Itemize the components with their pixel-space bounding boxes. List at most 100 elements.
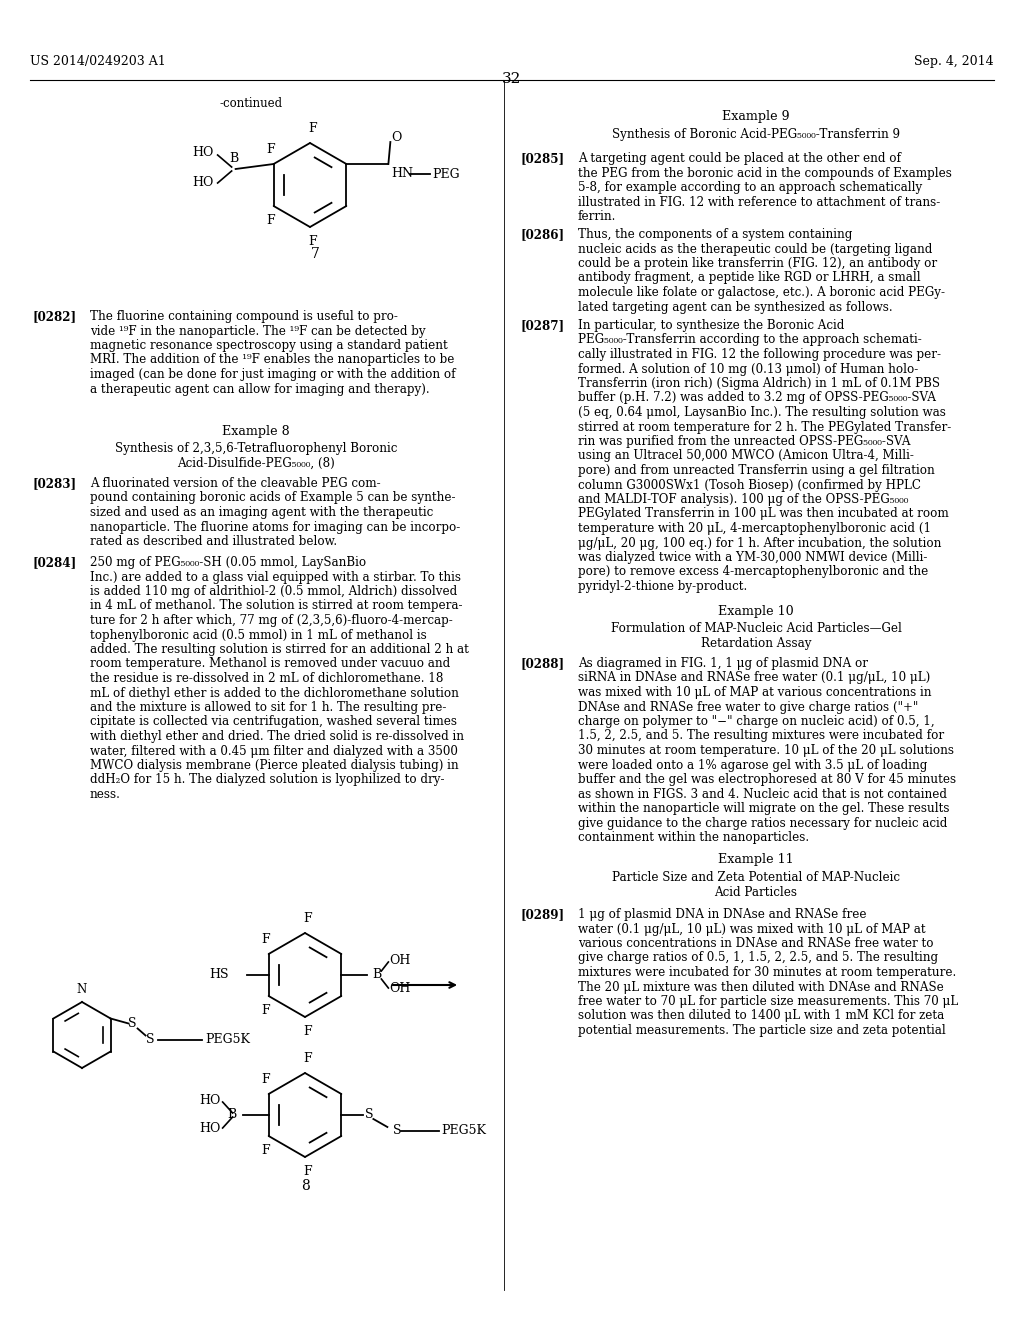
Text: F: F — [261, 1144, 270, 1158]
Text: PEG₅₀₀₀-Transferrin according to the approach schemati-: PEG₅₀₀₀-Transferrin according to the app… — [578, 334, 922, 346]
Text: F: F — [308, 235, 317, 248]
Text: F: F — [304, 912, 312, 925]
Text: containment within the nanoparticles.: containment within the nanoparticles. — [578, 832, 809, 843]
Text: [0289]: [0289] — [520, 908, 564, 921]
Text: Acid-Disulfide-PEG₅₀₀₀, (8): Acid-Disulfide-PEG₅₀₀₀, (8) — [177, 457, 335, 470]
Text: OH: OH — [389, 954, 411, 968]
Text: F: F — [308, 121, 317, 135]
Text: PEGylated Transferrin in 100 μL was then incubated at room: PEGylated Transferrin in 100 μL was then… — [578, 507, 949, 520]
Text: siRNA in DNAse and RNASe free water (0.1 μg/μL, 10 μL): siRNA in DNAse and RNASe free water (0.1… — [578, 672, 930, 685]
Text: was mixed with 10 μL of MAP at various concentrations in: was mixed with 10 μL of MAP at various c… — [578, 686, 932, 700]
Text: HN: HN — [391, 168, 414, 180]
Text: S: S — [128, 1016, 137, 1030]
Text: a therapeutic agent can allow for imaging and therapy).: a therapeutic agent can allow for imagin… — [90, 383, 430, 396]
Text: -continued: -continued — [220, 96, 283, 110]
Text: water (0.1 μg/μL, 10 μL) was mixed with 10 μL of MAP at: water (0.1 μg/μL, 10 μL) was mixed with … — [578, 923, 926, 936]
Text: 32: 32 — [503, 73, 521, 86]
Text: Sep. 4, 2014: Sep. 4, 2014 — [914, 55, 994, 69]
Text: were loaded onto a 1% agarose gel with 3.5 μL of loading: were loaded onto a 1% agarose gel with 3… — [578, 759, 928, 771]
Text: S: S — [393, 1125, 401, 1138]
Text: lated targeting agent can be synthesized as follows.: lated targeting agent can be synthesized… — [578, 301, 893, 314]
Text: tophenylboronic acid (0.5 mmol) in 1 mL of methanol is: tophenylboronic acid (0.5 mmol) in 1 mL … — [90, 628, 427, 642]
Text: As diagramed in FIG. 1, 1 μg of plasmid DNA or: As diagramed in FIG. 1, 1 μg of plasmid … — [578, 657, 868, 671]
Text: could be a protein like transferrin (FIG. 12), an antibody or: could be a protein like transferrin (FIG… — [578, 257, 937, 271]
Text: The 20 μL mixture was then diluted with DNAse and RNASe: The 20 μL mixture was then diluted with … — [578, 981, 944, 994]
Text: using an Ultracel 50,000 MWCO (Amicon Ultra-4, Milli-: using an Ultracel 50,000 MWCO (Amicon Ul… — [578, 450, 913, 462]
Text: is added 110 mg of aldrithiol-2 (0.5 mmol, Aldrich) dissolved: is added 110 mg of aldrithiol-2 (0.5 mmo… — [90, 585, 458, 598]
Text: buffer and the gel was electrophoresed at 80 V for 45 minutes: buffer and the gel was electrophoresed a… — [578, 774, 956, 785]
Text: F: F — [304, 1166, 312, 1177]
Text: room temperature. Methanol is removed under vacuuo and: room temperature. Methanol is removed un… — [90, 657, 451, 671]
Text: pyridyl-2-thione by-product.: pyridyl-2-thione by-product. — [578, 579, 748, 593]
Text: B: B — [229, 152, 239, 165]
Text: potential measurements. The particle size and zeta potential: potential measurements. The particle siz… — [578, 1024, 946, 1038]
Text: B: B — [227, 1109, 237, 1122]
Text: vide ¹⁹F in the nanoparticle. The ¹⁹F can be detected by: vide ¹⁹F in the nanoparticle. The ¹⁹F ca… — [90, 325, 426, 338]
Text: magnetic resonance spectroscopy using a standard patient: magnetic resonance spectroscopy using a … — [90, 339, 447, 352]
Text: [0282]: [0282] — [32, 310, 76, 323]
Text: formed. A solution of 10 mg (0.13 μmol) of Human holo-: formed. A solution of 10 mg (0.13 μmol) … — [578, 363, 919, 375]
Text: [0283]: [0283] — [32, 477, 76, 490]
Text: 250 mg of PEG₅₀₀₀-SH (0.05 mmol, LaySanBio: 250 mg of PEG₅₀₀₀-SH (0.05 mmol, LaySanB… — [90, 556, 367, 569]
Text: column G3000SWx1 (Tosoh Biosep) (confirmed by HPLC: column G3000SWx1 (Tosoh Biosep) (confirm… — [578, 479, 921, 491]
Text: 5-8, for example according to an approach schematically: 5-8, for example according to an approac… — [578, 181, 923, 194]
Text: give charge ratios of 0.5, 1, 1.5, 2, 2.5, and 5. The resulting: give charge ratios of 0.5, 1, 1.5, 2, 2.… — [578, 952, 938, 965]
Text: OH: OH — [389, 982, 411, 995]
Text: the residue is re-dissolved in 2 mL of dichloromethane. 18: the residue is re-dissolved in 2 mL of d… — [90, 672, 443, 685]
Text: HO: HO — [193, 177, 214, 190]
Text: O: O — [391, 131, 401, 144]
Text: 1.5, 2, 2.5, and 5. The resulting mixtures were incubated for: 1.5, 2, 2.5, and 5. The resulting mixtur… — [578, 730, 944, 742]
Text: [0286]: [0286] — [520, 228, 564, 242]
Text: molecule like folate or galactose, etc.). A boronic acid PEGy-: molecule like folate or galactose, etc.)… — [578, 286, 945, 300]
Text: mixtures were incubated for 30 minutes at room temperature.: mixtures were incubated for 30 minutes a… — [578, 966, 956, 979]
Text: (5 eq, 0.64 μmol, LaysanBio Inc.). The resulting solution was: (5 eq, 0.64 μmol, LaysanBio Inc.). The r… — [578, 407, 946, 418]
Text: as shown in FIGS. 3 and 4. Nucleic acid that is not contained: as shown in FIGS. 3 and 4. Nucleic acid … — [578, 788, 947, 800]
Text: HS: HS — [209, 969, 228, 982]
Text: rated as described and illustrated below.: rated as described and illustrated below… — [90, 535, 337, 548]
Text: temperature with 20 μL, 4-mercaptophenylboronic acid (1: temperature with 20 μL, 4-mercaptophenyl… — [578, 521, 931, 535]
Text: give guidance to the charge ratios necessary for nucleic acid: give guidance to the charge ratios neces… — [578, 817, 947, 829]
Text: [0287]: [0287] — [520, 319, 564, 333]
Text: Retardation Assay: Retardation Assay — [700, 638, 811, 649]
Text: MRI. The addition of the ¹⁹F enables the nanoparticles to be: MRI. The addition of the ¹⁹F enables the… — [90, 354, 455, 367]
Text: [0285]: [0285] — [520, 152, 564, 165]
Text: N: N — [77, 983, 87, 997]
Text: S: S — [146, 1034, 155, 1045]
Text: F: F — [304, 1026, 312, 1038]
Text: Example 11: Example 11 — [718, 853, 794, 866]
Text: 7: 7 — [310, 247, 319, 261]
Text: in 4 mL of methanol. The solution is stirred at room tempera-: in 4 mL of methanol. The solution is sti… — [90, 599, 463, 612]
Text: ture for 2 h after which, 77 mg of (2,3,5,6)-fluoro-4-mercap-: ture for 2 h after which, 77 mg of (2,3,… — [90, 614, 453, 627]
Text: Acid Particles: Acid Particles — [715, 886, 798, 899]
Text: pore) and from unreacted Transferrin using a gel filtration: pore) and from unreacted Transferrin usi… — [578, 465, 935, 477]
Text: Formulation of MAP-Nucleic Acid Particles—Gel: Formulation of MAP-Nucleic Acid Particle… — [610, 622, 901, 635]
Text: [0284]: [0284] — [32, 556, 76, 569]
Text: PEG5K: PEG5K — [441, 1125, 486, 1138]
Text: imaged (can be done for just imaging or with the addition of: imaged (can be done for just imaging or … — [90, 368, 456, 381]
Text: Thus, the components of a system containing: Thus, the components of a system contain… — [578, 228, 852, 242]
Text: rin was purified from the unreacted OPSS-PEG₅₀₀₀-SVA: rin was purified from the unreacted OPSS… — [578, 436, 910, 447]
Text: nanoparticle. The fluorine atoms for imaging can be incorpo-: nanoparticle. The fluorine atoms for ima… — [90, 520, 460, 533]
Text: DNAse and RNASe free water to give charge ratios ("+": DNAse and RNASe free water to give charg… — [578, 701, 919, 714]
Text: mL of diethyl ether is added to the dichloromethane solution: mL of diethyl ether is added to the dich… — [90, 686, 459, 700]
Text: cipitate is collected via centrifugation, washed several times: cipitate is collected via centrifugation… — [90, 715, 457, 729]
Text: and MALDI-TOF analysis). 100 μg of the OPSS-PEG₅₀₀₀: and MALDI-TOF analysis). 100 μg of the O… — [578, 492, 908, 506]
Text: 30 minutes at room temperature. 10 μL of the 20 μL solutions: 30 minutes at room temperature. 10 μL of… — [578, 744, 954, 756]
Text: antibody fragment, a peptide like RGD or LHRH, a small: antibody fragment, a peptide like RGD or… — [578, 272, 921, 285]
Text: Example 8: Example 8 — [222, 425, 290, 438]
Text: within the nanoparticle will migrate on the gel. These results: within the nanoparticle will migrate on … — [578, 803, 949, 814]
Text: 8: 8 — [301, 1179, 309, 1193]
Text: the PEG from the boronic acid in the compounds of Examples: the PEG from the boronic acid in the com… — [578, 166, 952, 180]
Text: Particle Size and Zeta Potential of MAP-Nucleic: Particle Size and Zeta Potential of MAP-… — [612, 871, 900, 884]
Text: US 2014/0249203 A1: US 2014/0249203 A1 — [30, 55, 166, 69]
Text: MWCO dialysis membrane (Pierce pleated dialysis tubing) in: MWCO dialysis membrane (Pierce pleated d… — [90, 759, 459, 772]
Text: F: F — [261, 933, 270, 946]
Text: μg/μL, 20 μg, 100 eq.) for 1 h. After incubation, the solution: μg/μL, 20 μg, 100 eq.) for 1 h. After in… — [578, 536, 941, 549]
Text: cally illustrated in FIG. 12 the following procedure was per-: cally illustrated in FIG. 12 the followi… — [578, 348, 941, 360]
Text: pore) to remove excess 4-mercaptophenylboronic and the: pore) to remove excess 4-mercaptophenylb… — [578, 565, 928, 578]
Text: was dialyzed twice with a YM-30,000 NMWI device (Milli-: was dialyzed twice with a YM-30,000 NMWI… — [578, 550, 928, 564]
Text: charge on polymer to "−" charge on nucleic acid) of 0.5, 1,: charge on polymer to "−" charge on nucle… — [578, 715, 935, 729]
Text: The fluorine containing compound is useful to pro-: The fluorine containing compound is usef… — [90, 310, 398, 323]
Text: Transferrin (iron rich) (Sigma Aldrich) in 1 mL of 0.1M PBS: Transferrin (iron rich) (Sigma Aldrich) … — [578, 378, 940, 389]
Text: A fluorinated version of the cleavable PEG com-: A fluorinated version of the cleavable P… — [90, 477, 381, 490]
